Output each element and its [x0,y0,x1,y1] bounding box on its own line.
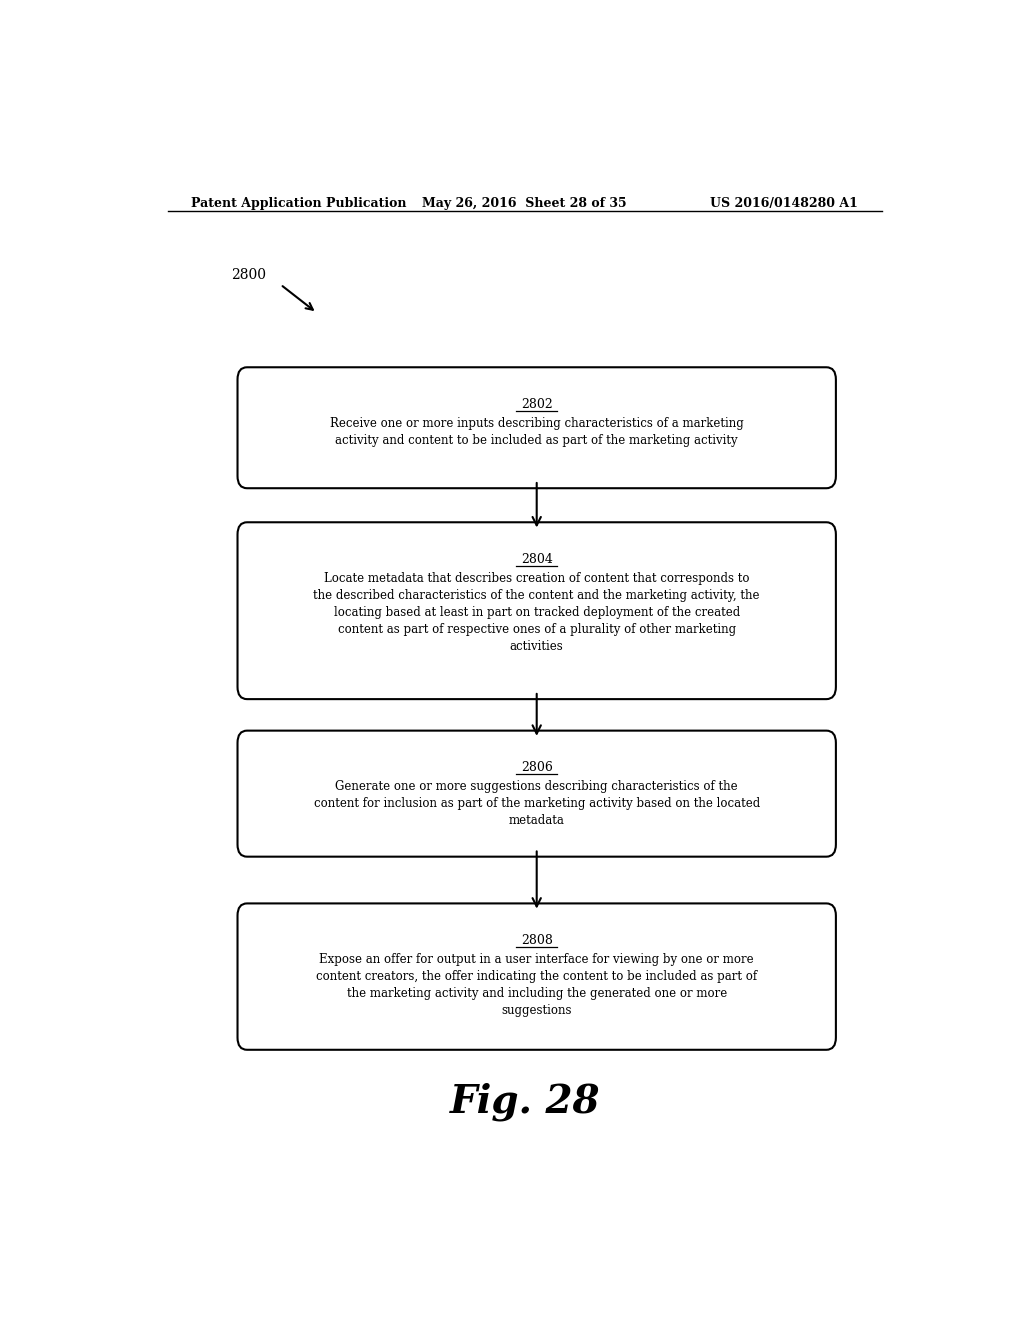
Text: Patent Application Publication: Patent Application Publication [191,197,407,210]
Text: 2800: 2800 [231,268,266,282]
Text: Receive one or more inputs describing characteristics of a marketing
activity an: Receive one or more inputs describing ch… [330,417,743,447]
Text: Expose an offer for output in a user interface for viewing by one or more
conten: Expose an offer for output in a user int… [316,953,758,1018]
Text: 2808: 2808 [521,935,553,946]
Text: May 26, 2016  Sheet 28 of 35: May 26, 2016 Sheet 28 of 35 [423,197,627,210]
FancyBboxPatch shape [238,903,836,1049]
Text: 2806: 2806 [521,762,553,774]
Text: Locate metadata that describes creation of content that corresponds to
the descr: Locate metadata that describes creation … [313,572,760,653]
FancyBboxPatch shape [238,731,836,857]
Text: Generate one or more suggestions describing characteristics of the
content for i: Generate one or more suggestions describ… [313,780,760,828]
Text: 2804: 2804 [521,553,553,566]
Text: Fig. 28: Fig. 28 [450,1082,600,1121]
Text: 2802: 2802 [521,397,553,411]
Text: US 2016/0148280 A1: US 2016/0148280 A1 [711,197,858,210]
FancyBboxPatch shape [238,523,836,700]
FancyBboxPatch shape [238,367,836,488]
